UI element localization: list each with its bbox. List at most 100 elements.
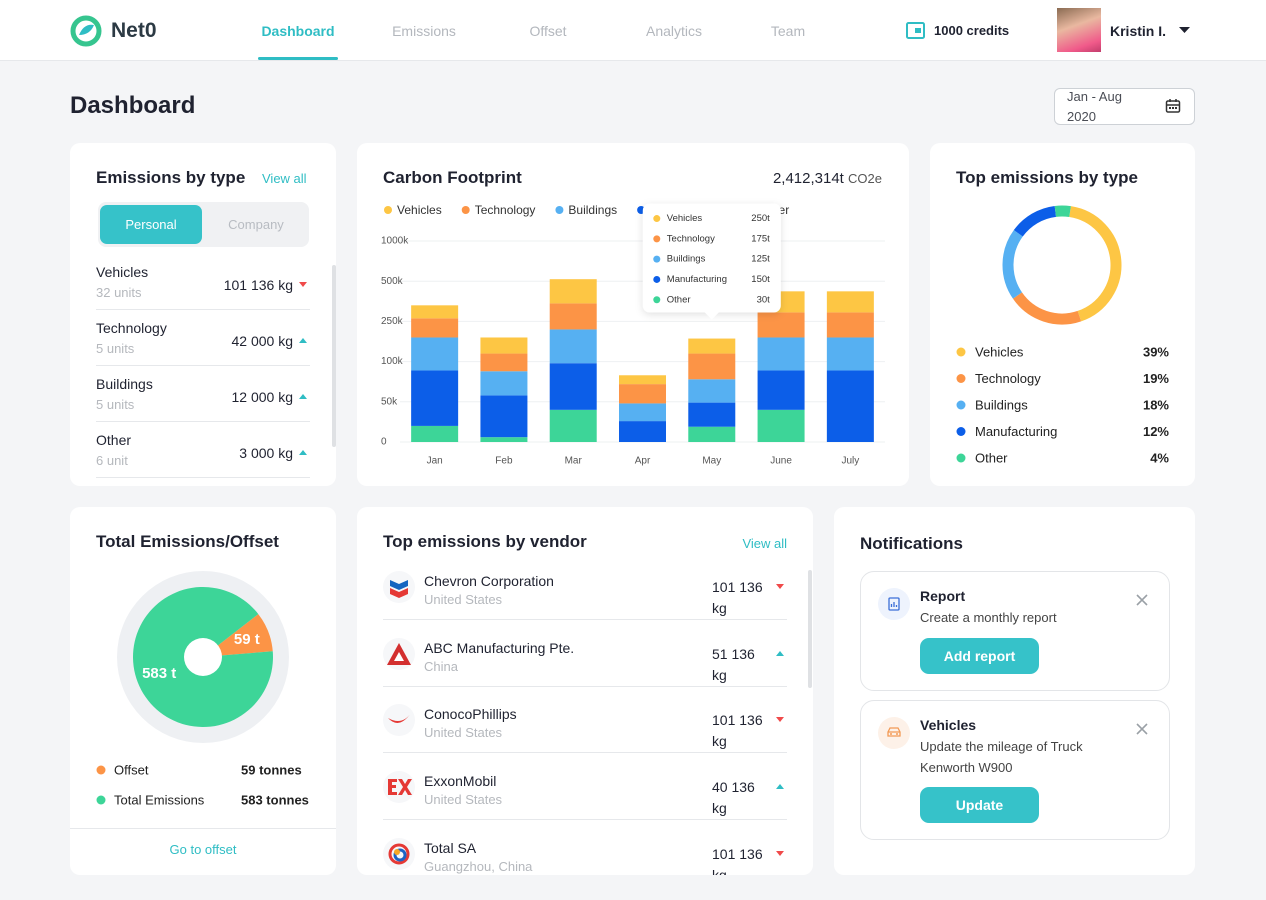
bar-segment[interactable]: [688, 426, 736, 442]
nav-item[interactable]: Emissions: [392, 23, 456, 39]
view-all-link[interactable]: View all: [262, 171, 307, 186]
nav-item[interactable]: Offset: [529, 23, 567, 39]
legend-value: 12%: [1143, 424, 1169, 439]
trend-arrow: [299, 394, 307, 399]
divider: [70, 828, 336, 829]
bar-segment[interactable]: [619, 375, 666, 385]
bar-segment[interactable]: [549, 329, 597, 364]
donut-segment[interactable]: [1013, 205, 1057, 237]
tab[interactable]: Personal: [100, 205, 202, 244]
bar-segment[interactable]: [549, 303, 597, 330]
bar-segment[interactable]: [757, 370, 805, 410]
bar-segment[interactable]: [688, 402, 736, 427]
bar-segment[interactable]: [619, 384, 666, 404]
notification-icon: [878, 588, 910, 620]
vendor-name[interactable]: ABC Manufacturing Pte.: [424, 639, 575, 656]
logo: [70, 15, 102, 47]
vendor-name[interactable]: Chevron Corporation: [424, 573, 554, 589]
legend-marker: [956, 427, 966, 436]
bar-segment[interactable]: [411, 318, 459, 338]
bar-segment[interactable]: [826, 312, 874, 338]
bar-segment[interactable]: [688, 353, 736, 380]
bar-segment[interactable]: [688, 338, 736, 354]
notification-action[interactable]: Add report: [920, 638, 1039, 674]
bar-segment[interactable]: [411, 305, 459, 319]
bar-segment[interactable]: [480, 437, 528, 442]
arrow-shape: [299, 338, 307, 343]
legend-label: Other: [975, 450, 1008, 465]
trend-arrow: [776, 850, 784, 856]
bar-segment[interactable]: [757, 409, 805, 442]
vendor-location: United States: [424, 592, 503, 607]
avatar[interactable]: [1057, 8, 1101, 52]
divider: [383, 685, 787, 687]
tooltip-value: 30t: [757, 294, 771, 305]
bar-segment[interactable]: [826, 337, 874, 371]
scrollbar[interactable]: [332, 265, 336, 447]
bar-segment[interactable]: [619, 403, 666, 422]
vendor-name[interactable]: ConocoPhillips: [424, 706, 517, 723]
icon-shape: [887, 727, 901, 737]
legend-label[interactable]: Buildings: [568, 203, 617, 217]
legend-marker: [956, 347, 966, 357]
bar-segment[interactable]: [619, 421, 666, 442]
user-menu-caret[interactable]: [1179, 27, 1191, 35]
tooltip-marker: [653, 296, 661, 304]
trend-arrow: [299, 282, 307, 287]
icon-shape: [890, 733, 892, 735]
legend-label[interactable]: Technology: [475, 203, 536, 217]
item-name: Buildings: [96, 376, 153, 392]
legend-marker: [96, 795, 106, 805]
icon-shape: [888, 597, 900, 611]
donut-segment[interactable]: [1002, 230, 1023, 299]
vendor-name[interactable]: ExxonMobil: [424, 773, 497, 790]
date-picker[interactable]: Jan - Aug 2020: [1054, 88, 1195, 125]
notification-action[interactable]: Update: [920, 787, 1039, 823]
nav-item[interactable]: Team: [770, 23, 806, 39]
notification-body: Create a monthly report: [920, 610, 1057, 625]
bar-segment[interactable]: [826, 291, 874, 313]
tab[interactable]: Company: [228, 217, 284, 232]
bar-segment[interactable]: [480, 353, 528, 372]
donut-segment[interactable]: [1069, 206, 1122, 322]
view-all-link[interactable]: View all: [742, 536, 787, 551]
bar-segment[interactable]: [549, 279, 597, 304]
bar-segment[interactable]: [549, 363, 597, 410]
bar-segment[interactable]: [480, 371, 528, 396]
card-title: Emissions by type: [96, 168, 246, 187]
tooltip-marker: [653, 255, 661, 263]
pie-label: 583 t: [142, 665, 176, 682]
item-name: Other: [96, 432, 132, 448]
bar-segment[interactable]: [549, 409, 597, 442]
legend-value: 19%: [1143, 371, 1169, 386]
nav-item[interactable]: Dashboard: [261, 23, 335, 39]
vendor-name[interactable]: Total SA: [424, 839, 477, 856]
close-button[interactable]: [1135, 593, 1149, 607]
scrollbar[interactable]: [808, 570, 812, 688]
notification: Vehicles Update the mileage of Truck Kenw…: [860, 700, 1170, 840]
tooltip-marker: [653, 275, 661, 283]
bar-segment[interactable]: [411, 337, 459, 371]
nav-item[interactable]: Analytics: [645, 23, 703, 39]
donut-segment[interactable]: [1012, 292, 1082, 325]
item-value: 101 136 kg: [223, 277, 293, 293]
bar-segment[interactable]: [757, 337, 805, 371]
bar-segment[interactable]: [480, 395, 528, 438]
legend-label[interactable]: Vehicles: [397, 203, 442, 217]
bar-segment[interactable]: [411, 425, 459, 442]
item-name: Technology: [96, 320, 167, 336]
user-name[interactable]: Kristin I.: [1110, 23, 1167, 39]
bar-segment[interactable]: [757, 312, 805, 338]
pie-slice[interactable]: [203, 614, 273, 657]
arrow-shape: [299, 450, 307, 455]
donut-segment[interactable]: [1054, 205, 1071, 218]
bar-segment[interactable]: [826, 370, 874, 442]
close-button[interactable]: [1135, 722, 1149, 736]
tooltip-name: Manufacturing: [667, 274, 727, 285]
y-tick-label: 50k: [381, 396, 398, 407]
bar-segment[interactable]: [480, 337, 528, 354]
bar-segment[interactable]: [688, 379, 736, 403]
bar-segment[interactable]: [411, 370, 459, 426]
go-to-offset-link[interactable]: Go to offset: [169, 842, 237, 857]
item-value: 42 000 kg: [231, 333, 294, 349]
